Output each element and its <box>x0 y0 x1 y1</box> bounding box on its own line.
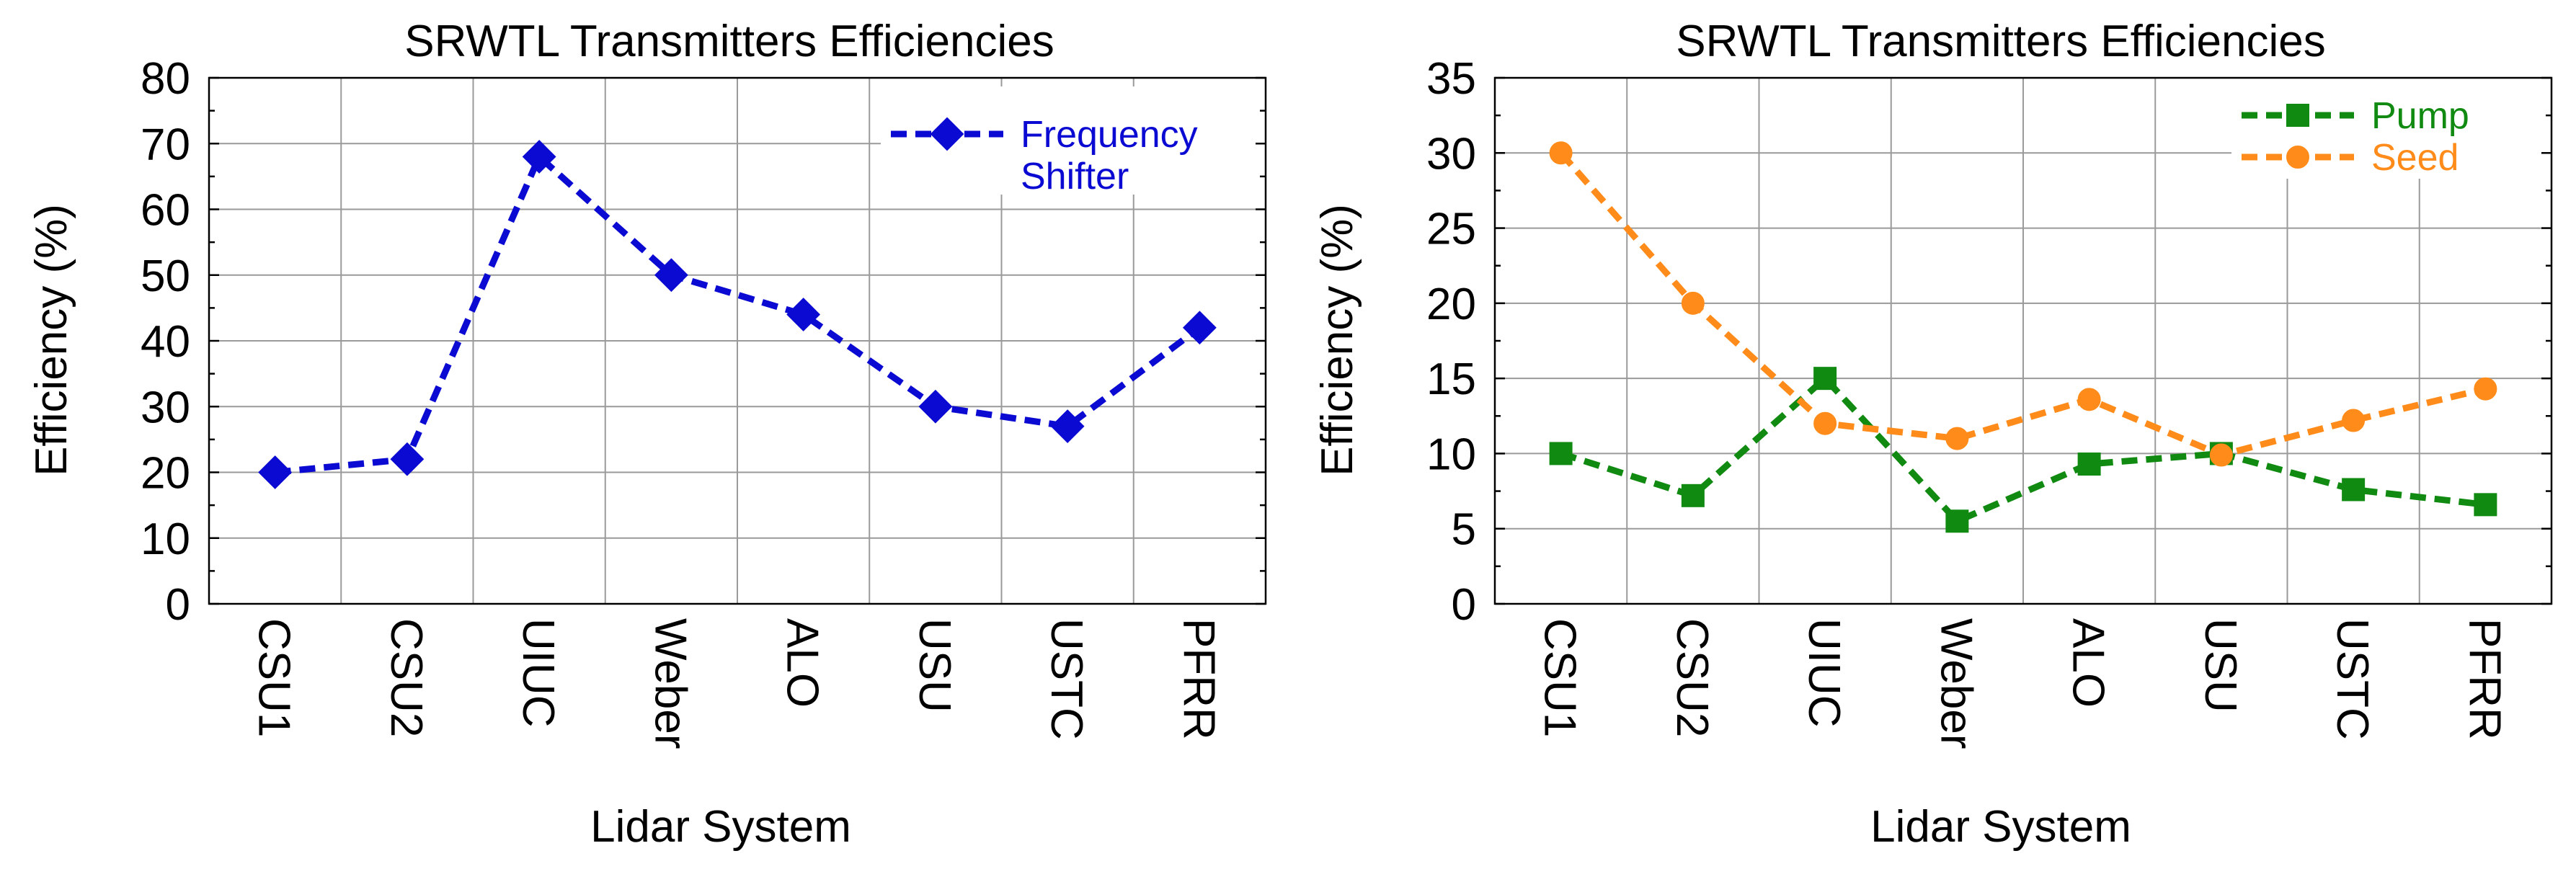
legend-label: Shifter <box>1021 156 1129 197</box>
data-point <box>2077 388 2101 411</box>
data-point <box>918 389 953 424</box>
x-axis-label: Lidar System <box>590 802 851 852</box>
data-point <box>2342 478 2366 502</box>
x-tick-label: USU <box>910 618 959 713</box>
data-point <box>1681 291 1705 315</box>
x-tick-label: UIUC <box>1799 618 1849 728</box>
x-axis-label: Lidar System <box>1870 802 2131 852</box>
x-tick-label: ALO <box>2064 618 2113 708</box>
x-tick-label: PFRR <box>1173 618 1223 740</box>
legend-swatch-marker <box>2286 104 2309 127</box>
chart-title: SRWTL Transmitters Efficiencies <box>1676 17 2326 66</box>
data-point <box>1681 483 1705 507</box>
x-tick-label: ALO <box>778 618 827 708</box>
y-tick-label: 30 <box>141 383 190 432</box>
legend-swatch-marker <box>930 117 964 151</box>
y-tick-label: 5 <box>1452 505 1476 555</box>
y-tick-label: 50 <box>141 251 190 301</box>
data-point <box>258 455 293 489</box>
x-tick-label: CSU1 <box>1535 618 1585 737</box>
x-tick-label: USU <box>2195 618 2245 713</box>
y-tick-label: 80 <box>141 54 190 104</box>
x-tick-label: UIUC <box>513 618 563 728</box>
data-point <box>786 298 821 331</box>
data-point <box>2474 493 2497 517</box>
chart-pump-seed: SRWTL Transmitters Efficiencies Lidar Sy… <box>1313 17 2553 852</box>
data-point <box>1182 311 1217 345</box>
x-tick-label: CSU2 <box>381 618 431 737</box>
y-axis-label: Efficiency (%) <box>27 204 76 476</box>
x-tick-label: Weber <box>645 618 695 749</box>
plot-frame <box>208 76 1267 605</box>
y-tick-label: 10 <box>141 514 190 564</box>
y-tick-label: 20 <box>1426 280 1476 329</box>
x-tick-label: CSU1 <box>249 618 299 737</box>
data-point <box>1945 509 1969 533</box>
x-tick-label: PFRR <box>2459 618 2509 740</box>
data-point <box>1945 427 1969 450</box>
y-tick-label: 0 <box>1452 580 1476 630</box>
chart-title: SRWTL Transmitters Efficiencies <box>404 17 1054 66</box>
y-tick-label: 30 <box>1426 129 1476 179</box>
legend-label: Pump <box>2371 95 2469 137</box>
data-point <box>522 140 556 174</box>
data-point <box>2077 453 2101 476</box>
series-line <box>1558 151 2487 459</box>
y-tick-label: 35 <box>1426 54 1476 104</box>
y-tick-label: 20 <box>141 449 190 499</box>
data-point <box>2342 409 2366 432</box>
data-point <box>1050 409 1085 444</box>
y-tick-label: 0 <box>166 580 190 630</box>
y-tick-label: 25 <box>1426 205 1476 254</box>
x-tick-label: CSU2 <box>1667 618 1717 737</box>
plot-frame <box>1493 76 2553 605</box>
x-tick-label: USTC <box>1041 618 1091 740</box>
y-axis-label: Efficiency (%) <box>1313 204 1362 476</box>
data-point <box>654 258 688 293</box>
data-point <box>1549 442 1573 465</box>
y-tick-label: 60 <box>141 186 190 236</box>
legend-background <box>2231 68 2549 179</box>
y-tick-label: 15 <box>1426 355 1476 404</box>
data-point <box>1813 411 1837 435</box>
legend-label: Seed <box>2371 137 2459 179</box>
data-point <box>390 442 425 476</box>
x-tick-label: Weber <box>1931 618 1981 749</box>
legend-swatch-marker <box>2286 146 2309 169</box>
y-tick-label: 40 <box>141 317 190 367</box>
data-point <box>2474 377 2497 401</box>
y-tick-label: 10 <box>1426 429 1476 479</box>
x-tick-label: USTC <box>2327 618 2377 740</box>
y-tick-label: 70 <box>141 120 190 169</box>
data-point <box>2209 443 2233 467</box>
legend-label: Frequency <box>1021 114 1198 156</box>
data-point <box>1549 141 1573 165</box>
chart-frequency-shifter: SRWTL Transmitters Efficiencies Lidar Sy… <box>27 17 1267 852</box>
data-point <box>1813 367 1837 391</box>
